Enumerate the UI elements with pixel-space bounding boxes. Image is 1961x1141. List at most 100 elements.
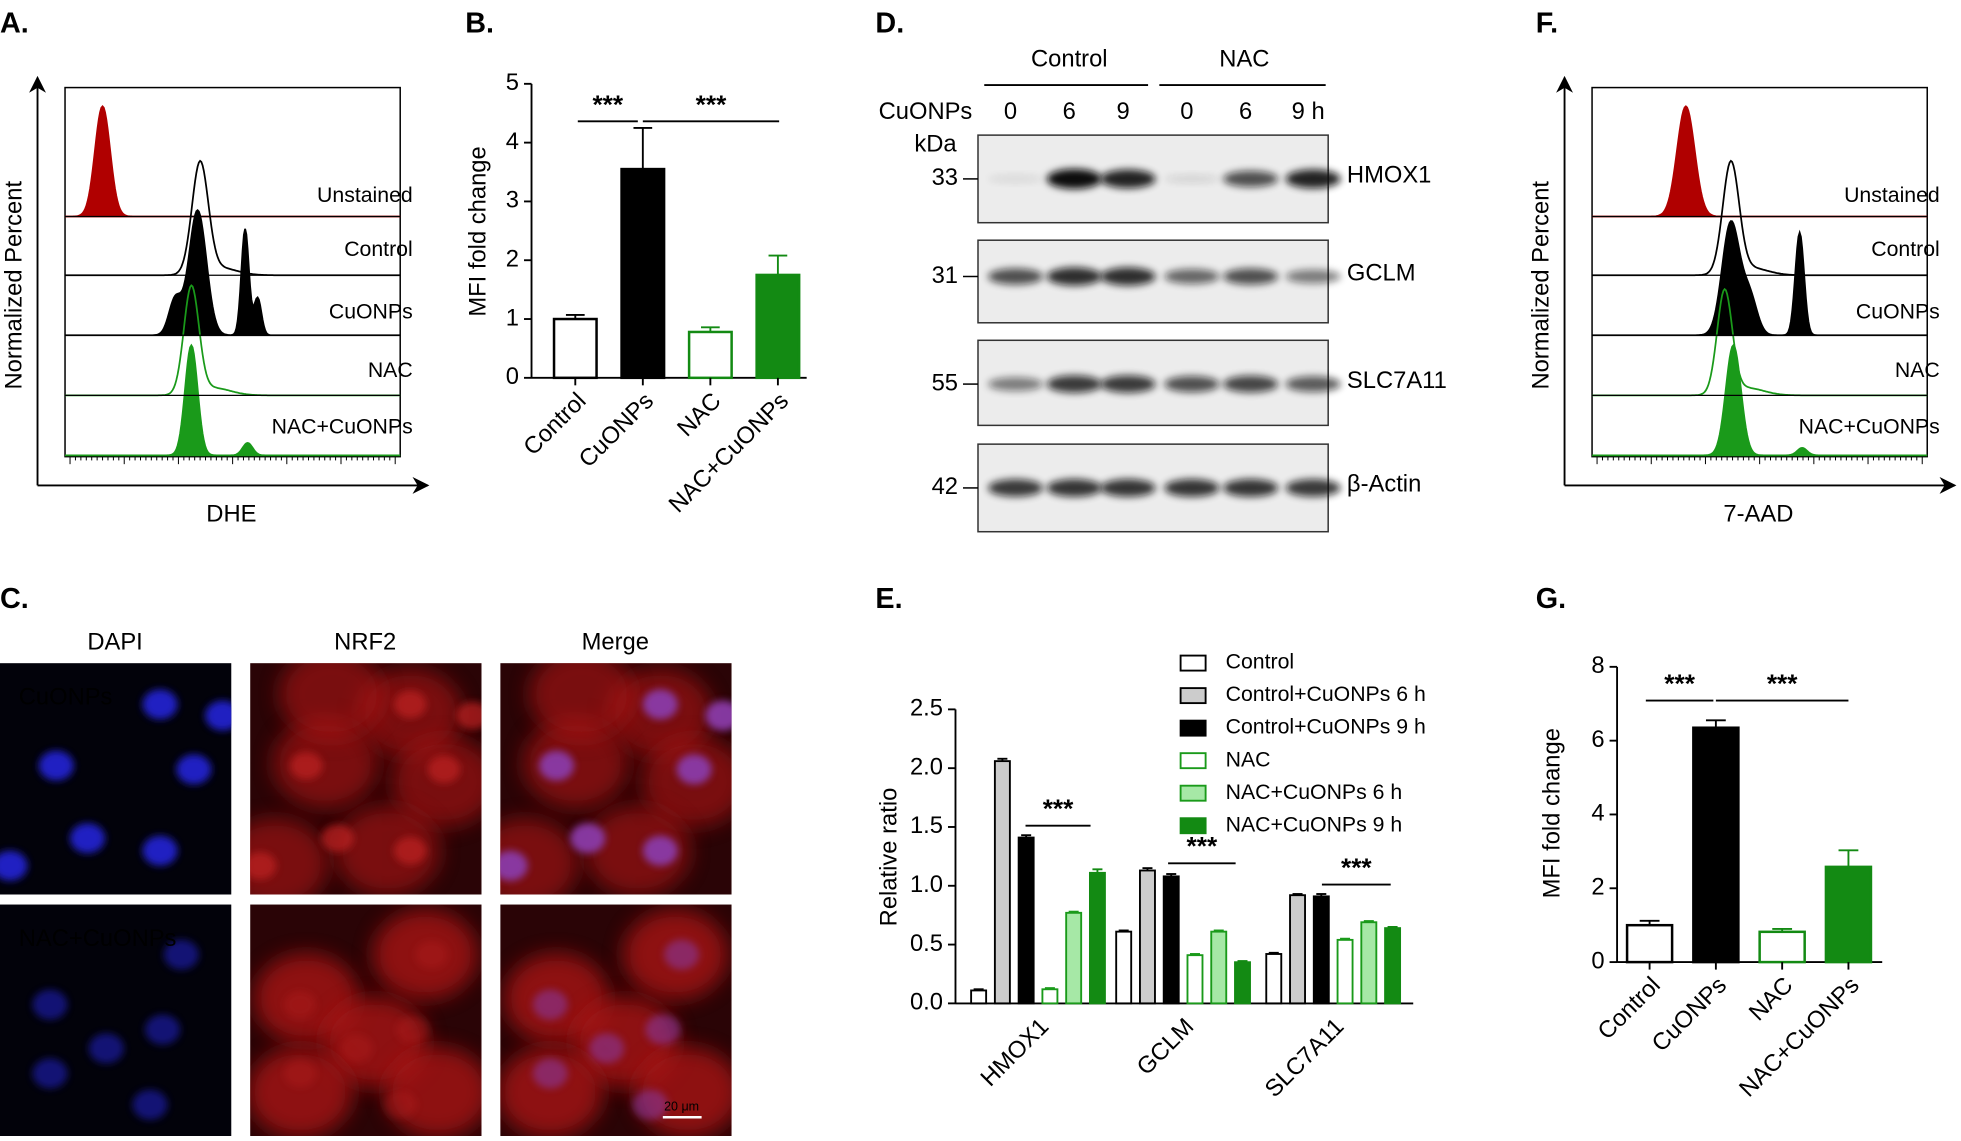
band [1100,479,1156,497]
lane-label: 9 [1116,98,1129,125]
panel-letter: E. [875,583,902,615]
bar [1312,895,1330,1005]
significance-label: *** [1043,794,1074,824]
track-label: NAC+CuONPs [1799,414,1940,438]
bar [1041,988,1059,1005]
mw-label: 33 [932,164,958,191]
panel-letter: D. [875,8,904,40]
band [1100,375,1156,393]
nucleus [393,836,427,865]
micrograph [250,904,482,1136]
band [1164,479,1220,497]
y-tick-label: 1.0 [910,871,943,898]
protein-label: GCLM [1347,259,1416,286]
bar [620,167,666,380]
bar [1017,836,1035,1005]
x-tick-label: NAC [672,387,727,442]
nucleus [532,989,568,1020]
band [1164,268,1220,284]
band [1285,169,1341,189]
bar [1139,869,1156,1005]
nucleus [645,1014,681,1045]
y-tick-label: 1.5 [910,812,943,839]
nucleus [290,751,323,780]
cell-body [335,805,441,895]
bar [1384,927,1402,1005]
legend-swatch [1179,719,1207,737]
nucleus [283,1059,317,1088]
bar [687,330,733,380]
nucleus [88,1033,124,1064]
nucleus [539,750,575,781]
nucleus [340,1034,373,1063]
bar [552,317,598,380]
row-label: NAC+CuONPs [19,925,177,952]
track-label: CuONPs [329,299,413,323]
nucleus [0,850,28,881]
bar [1692,726,1740,964]
y-tick-label: 6 [1591,726,1604,753]
x-tick-label: CuONPs [1647,972,1732,1057]
bar [970,989,988,1005]
micrograph [500,663,732,895]
significance-label: *** [1767,669,1798,699]
nucleus [283,990,317,1019]
panel-letter: F. [1536,8,1558,40]
track-label: NAC [1895,358,1940,382]
significance-label: *** [592,89,623,119]
nucleus [176,754,212,785]
band [1223,375,1279,393]
micrograph [500,904,732,1136]
y-tick-label: 2 [506,246,519,273]
significance-label: *** [1187,831,1218,861]
row-label: CuONPs [19,683,113,710]
bar [1336,938,1354,1005]
track-label: Unstained [1844,183,1940,207]
nucleus [705,700,732,731]
track-label: CuONPs [1856,299,1940,323]
bar [1115,930,1133,1005]
nucleus [321,824,354,852]
y-tick-label: 0.5 [910,930,943,957]
bar [1210,930,1228,1005]
band [988,479,1044,497]
y-axis-title: MFI fold change [1539,728,1566,898]
y-tick-label: 0 [506,363,519,390]
band [1046,479,1102,497]
scale-bar-label: 20 μm [664,1100,699,1114]
micrograph-bg [0,904,232,1136]
y-axis-title: Normalized Percent [0,181,27,390]
band [988,174,1044,184]
nucleus [70,823,106,854]
x-tick-label: CuONPs [574,387,659,472]
y-axis-title: Relative ratio [876,788,903,927]
x-axis-title: DHE [206,501,256,528]
protein-label: SLC7A11 [1347,367,1447,394]
nucleus [205,700,232,731]
nucleus [142,835,178,866]
bar [1265,953,1283,1005]
group-label: Control [1031,45,1108,72]
band [1164,174,1220,184]
nucleus [393,690,427,719]
x-tick-label: NAC [1744,972,1799,1027]
cell-body [391,736,482,827]
band [1164,375,1220,393]
bar [1289,894,1306,1005]
x-tick-label: GCLM [1132,1013,1200,1081]
band [988,377,1044,391]
nucleus [32,989,68,1020]
nucleus [163,939,199,970]
track-label: Unstained [317,183,413,207]
protein-label: β-Actin [1347,471,1421,498]
nucleus [500,850,528,881]
band [1046,267,1102,286]
panel-letter: C. [0,583,29,615]
plot-frame [1591,86,1928,458]
track-label: NAC+CuONPs [272,414,413,438]
y-axis-title: Normalized Percent [1527,181,1554,390]
y-tick-label: 2.5 [910,695,943,722]
micrograph [250,663,482,895]
nucleus [532,1058,568,1089]
